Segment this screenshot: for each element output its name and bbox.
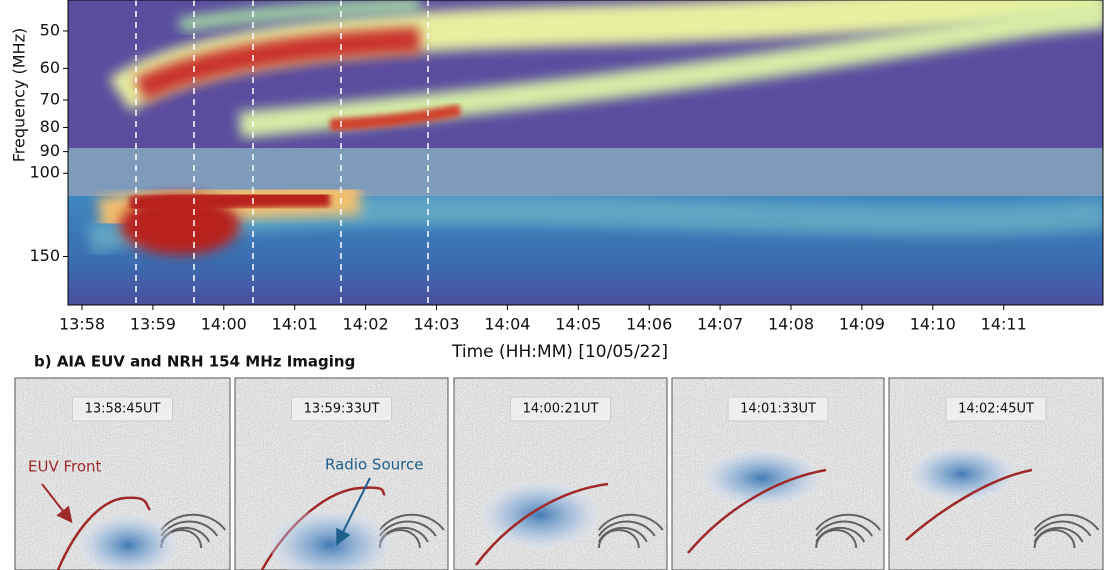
x-tick-label: 14:04 xyxy=(484,315,530,334)
image-frame xyxy=(453,377,668,570)
x-tick-label: 14:00 xyxy=(201,315,247,334)
y-tick-label: 90 xyxy=(40,141,60,160)
ring xyxy=(815,526,866,543)
y-axis-label: Frequency (MHz) xyxy=(10,28,29,162)
ring xyxy=(160,513,227,531)
annotation: EUV Front xyxy=(28,458,102,476)
frame-time: 13:59:33UT xyxy=(304,402,380,417)
y-tick-label: 150 xyxy=(29,246,60,265)
frame-time: 13:58:45UT xyxy=(85,402,161,417)
panel-title: b) AIA EUV and NRH 154 MHz Imaging xyxy=(34,353,355,371)
ring xyxy=(378,520,437,537)
y-tick-label: 50 xyxy=(40,20,60,39)
x-tick-label: 14:01 xyxy=(272,315,318,334)
x-tick-label: 13:58 xyxy=(59,315,105,334)
annotation: Radio Source xyxy=(325,456,423,474)
time-label-box xyxy=(945,396,1047,422)
image-frame xyxy=(888,377,1104,570)
time-label-box xyxy=(291,396,392,422)
time-label-box xyxy=(72,396,173,422)
image-frame xyxy=(671,377,885,570)
ring xyxy=(1033,513,1100,531)
ring xyxy=(598,513,664,531)
spectrogram xyxy=(68,0,1103,305)
ring xyxy=(597,526,648,543)
ring-structure xyxy=(815,513,881,549)
ring-structure xyxy=(1033,513,1100,549)
frame-time: 14:02:45UT xyxy=(958,402,1034,417)
y-tick-label: 100 xyxy=(29,163,60,182)
plot-frame xyxy=(67,0,1104,306)
ring xyxy=(1033,520,1092,537)
x-tick-label: 14:03 xyxy=(413,315,459,334)
time-label-box xyxy=(510,396,611,422)
y-tick-label: 80 xyxy=(40,117,60,136)
time-label-box xyxy=(727,396,829,422)
ring xyxy=(597,520,656,537)
y-tick-label: 70 xyxy=(40,90,60,109)
x-tick-label: 14:10 xyxy=(910,315,956,334)
overlays: EUV Front Radio Source xyxy=(28,447,1033,570)
x-tick-label: 14:11 xyxy=(981,315,1027,334)
ring-structure xyxy=(597,513,664,549)
ring xyxy=(815,520,874,537)
x-tick-label: 14:08 xyxy=(768,315,814,334)
time-markers xyxy=(135,0,429,305)
ring xyxy=(815,513,881,531)
axes: 50 60 70 80 90 100 150 13:58 13:59 14:00 14:01 14:0… xyxy=(29,20,1026,333)
y-tick-label: 60 xyxy=(40,58,60,77)
image-frame xyxy=(14,377,231,570)
frame-time: 14:01:33UT xyxy=(740,402,816,417)
x-tick-label: 14:09 xyxy=(839,315,885,334)
x-tick-label: 13:59 xyxy=(130,315,176,334)
ring xyxy=(1033,526,1084,543)
x-tick-label: 14:07 xyxy=(697,315,743,334)
image-frame xyxy=(234,377,449,570)
frame-time: 14:00:21UT xyxy=(523,402,599,417)
image-panels: 13:58:45UT 13:59:33UT 14:00:21UT 14:01:33UT… xyxy=(14,377,1104,570)
x-tick-label: 14:05 xyxy=(555,315,601,334)
x-tick-label: 14:06 xyxy=(626,315,672,334)
x-axis-label: Time (HH:MM) [10/05/22] xyxy=(451,342,668,362)
ring xyxy=(379,513,445,531)
x-tick-label: 14:02 xyxy=(343,315,389,334)
